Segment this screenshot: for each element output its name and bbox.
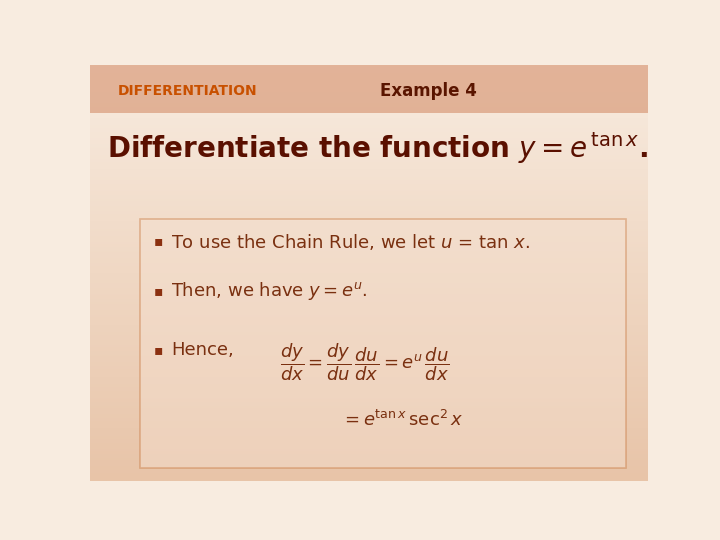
Text: Differentiate the function $\mathit{y} = \mathit{e}^{\,\mathsf{tan}\,\mathit{x}}: Differentiate the function $\mathit{y} =… xyxy=(107,130,647,166)
FancyBboxPatch shape xyxy=(140,219,626,468)
Text: Then, we have $\mathit{y} = \mathit{e}^{\mathit{u}}$.: Then, we have $\mathit{y} = \mathit{e}^{… xyxy=(171,280,367,302)
Text: ▪: ▪ xyxy=(154,234,163,248)
Bar xyxy=(90,65,648,113)
Text: $= e^{\tan x}\,\sec^2 x$: $= e^{\tan x}\,\sec^2 x$ xyxy=(341,410,464,430)
Text: To use the Chain Rule, we let $\mathit{u}$ = tan $\mathit{x}$.: To use the Chain Rule, we let $\mathit{u… xyxy=(171,232,530,252)
Text: DIFFERENTIATION: DIFFERENTIATION xyxy=(118,84,258,98)
Text: ▪: ▪ xyxy=(154,285,163,299)
Text: Hence,: Hence, xyxy=(171,341,234,359)
Text: $\dfrac{dy}{dx} = \dfrac{dy}{du}\,\dfrac{du}{dx} = e^{u}\,\dfrac{du}{dx}$: $\dfrac{dy}{dx} = \dfrac{dy}{du}\,\dfrac… xyxy=(280,341,449,383)
Text: ▪: ▪ xyxy=(154,342,163,356)
Text: Example 4: Example 4 xyxy=(380,82,477,99)
